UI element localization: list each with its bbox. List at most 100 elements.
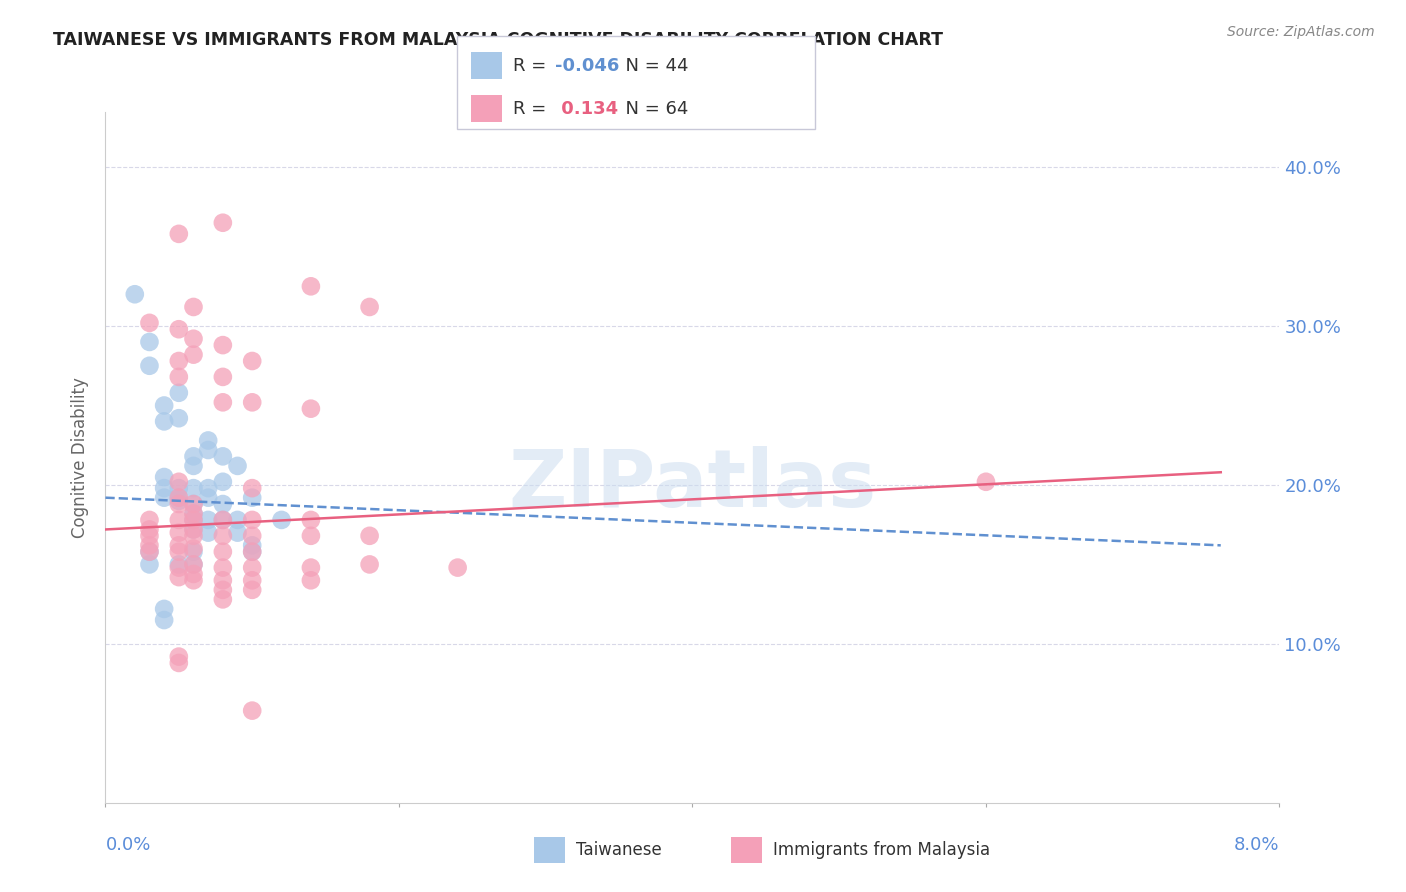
Point — [359, 558, 381, 572]
Point — [240, 513, 263, 527]
Point — [183, 566, 205, 581]
Text: R =: R = — [513, 57, 553, 75]
Y-axis label: Cognitive Disability: Cognitive Disability — [72, 376, 90, 538]
Point — [183, 458, 205, 473]
Point — [197, 525, 219, 540]
Point — [167, 558, 190, 572]
Point — [183, 507, 205, 521]
Point — [197, 513, 219, 527]
Point — [197, 491, 219, 505]
Point — [183, 513, 205, 527]
Point — [240, 545, 263, 559]
Point — [138, 545, 160, 559]
Point — [240, 538, 263, 552]
Text: R =: R = — [513, 100, 553, 118]
Point — [153, 491, 176, 505]
Point — [183, 481, 205, 495]
Point — [167, 354, 190, 368]
Point — [211, 582, 233, 597]
Point — [359, 529, 381, 543]
Point — [183, 513, 205, 527]
Point — [167, 475, 190, 489]
Point — [138, 334, 160, 349]
Point — [240, 582, 263, 597]
Text: N = 64: N = 64 — [614, 100, 689, 118]
Point — [183, 300, 205, 314]
Text: N = 44: N = 44 — [614, 57, 689, 75]
Point — [167, 560, 190, 574]
Point — [138, 545, 160, 559]
Point — [240, 491, 263, 505]
Point — [183, 332, 205, 346]
Point — [153, 613, 176, 627]
Point — [167, 491, 190, 505]
Point — [211, 592, 233, 607]
Point — [240, 545, 263, 559]
Point — [211, 513, 233, 527]
Point — [183, 541, 205, 556]
Point — [124, 287, 146, 301]
Point — [197, 434, 219, 448]
Point — [183, 497, 205, 511]
Point — [299, 529, 322, 543]
Point — [138, 523, 160, 537]
Point — [211, 513, 233, 527]
Point — [138, 558, 160, 572]
Point — [167, 491, 190, 505]
Point — [226, 525, 249, 540]
Point — [138, 529, 160, 543]
Point — [167, 385, 190, 400]
Point — [211, 574, 233, 588]
Point — [183, 558, 205, 572]
Text: Taiwanese: Taiwanese — [576, 841, 662, 859]
Point — [167, 525, 190, 540]
Point — [226, 458, 249, 473]
Text: ZIPatlas: ZIPatlas — [509, 446, 876, 524]
Point — [167, 497, 190, 511]
Point — [138, 538, 160, 552]
Point — [167, 545, 190, 559]
Point — [183, 574, 205, 588]
Text: -0.046: -0.046 — [555, 57, 620, 75]
Point — [153, 414, 176, 428]
Point — [183, 348, 205, 362]
Text: 8.0%: 8.0% — [1234, 836, 1279, 854]
Point — [167, 322, 190, 336]
Point — [240, 574, 263, 588]
Point — [138, 513, 160, 527]
Point — [183, 523, 205, 537]
Point — [240, 354, 263, 368]
Point — [211, 450, 233, 464]
Point — [153, 602, 176, 616]
Point — [183, 558, 205, 572]
Point — [153, 481, 176, 495]
Point — [183, 523, 205, 537]
Point — [183, 450, 205, 464]
Point — [240, 704, 263, 718]
Point — [211, 395, 233, 409]
Point — [197, 442, 219, 457]
Point — [211, 529, 233, 543]
Point — [211, 370, 233, 384]
Point — [138, 316, 160, 330]
Point — [138, 359, 160, 373]
Point — [211, 216, 233, 230]
Point — [299, 513, 322, 527]
Point — [153, 470, 176, 484]
Point — [183, 545, 205, 559]
Point — [299, 279, 322, 293]
Text: 0.134: 0.134 — [555, 100, 619, 118]
Point — [167, 570, 190, 584]
Point — [446, 560, 468, 574]
Text: Source: ZipAtlas.com: Source: ZipAtlas.com — [1227, 25, 1375, 39]
Text: 0.0%: 0.0% — [105, 836, 150, 854]
Point — [270, 513, 292, 527]
Point — [226, 513, 249, 527]
Point — [974, 475, 997, 489]
Point — [183, 529, 205, 543]
Point — [167, 656, 190, 670]
Point — [167, 493, 190, 508]
Point — [240, 481, 263, 495]
Point — [299, 401, 322, 416]
Point — [167, 538, 190, 552]
